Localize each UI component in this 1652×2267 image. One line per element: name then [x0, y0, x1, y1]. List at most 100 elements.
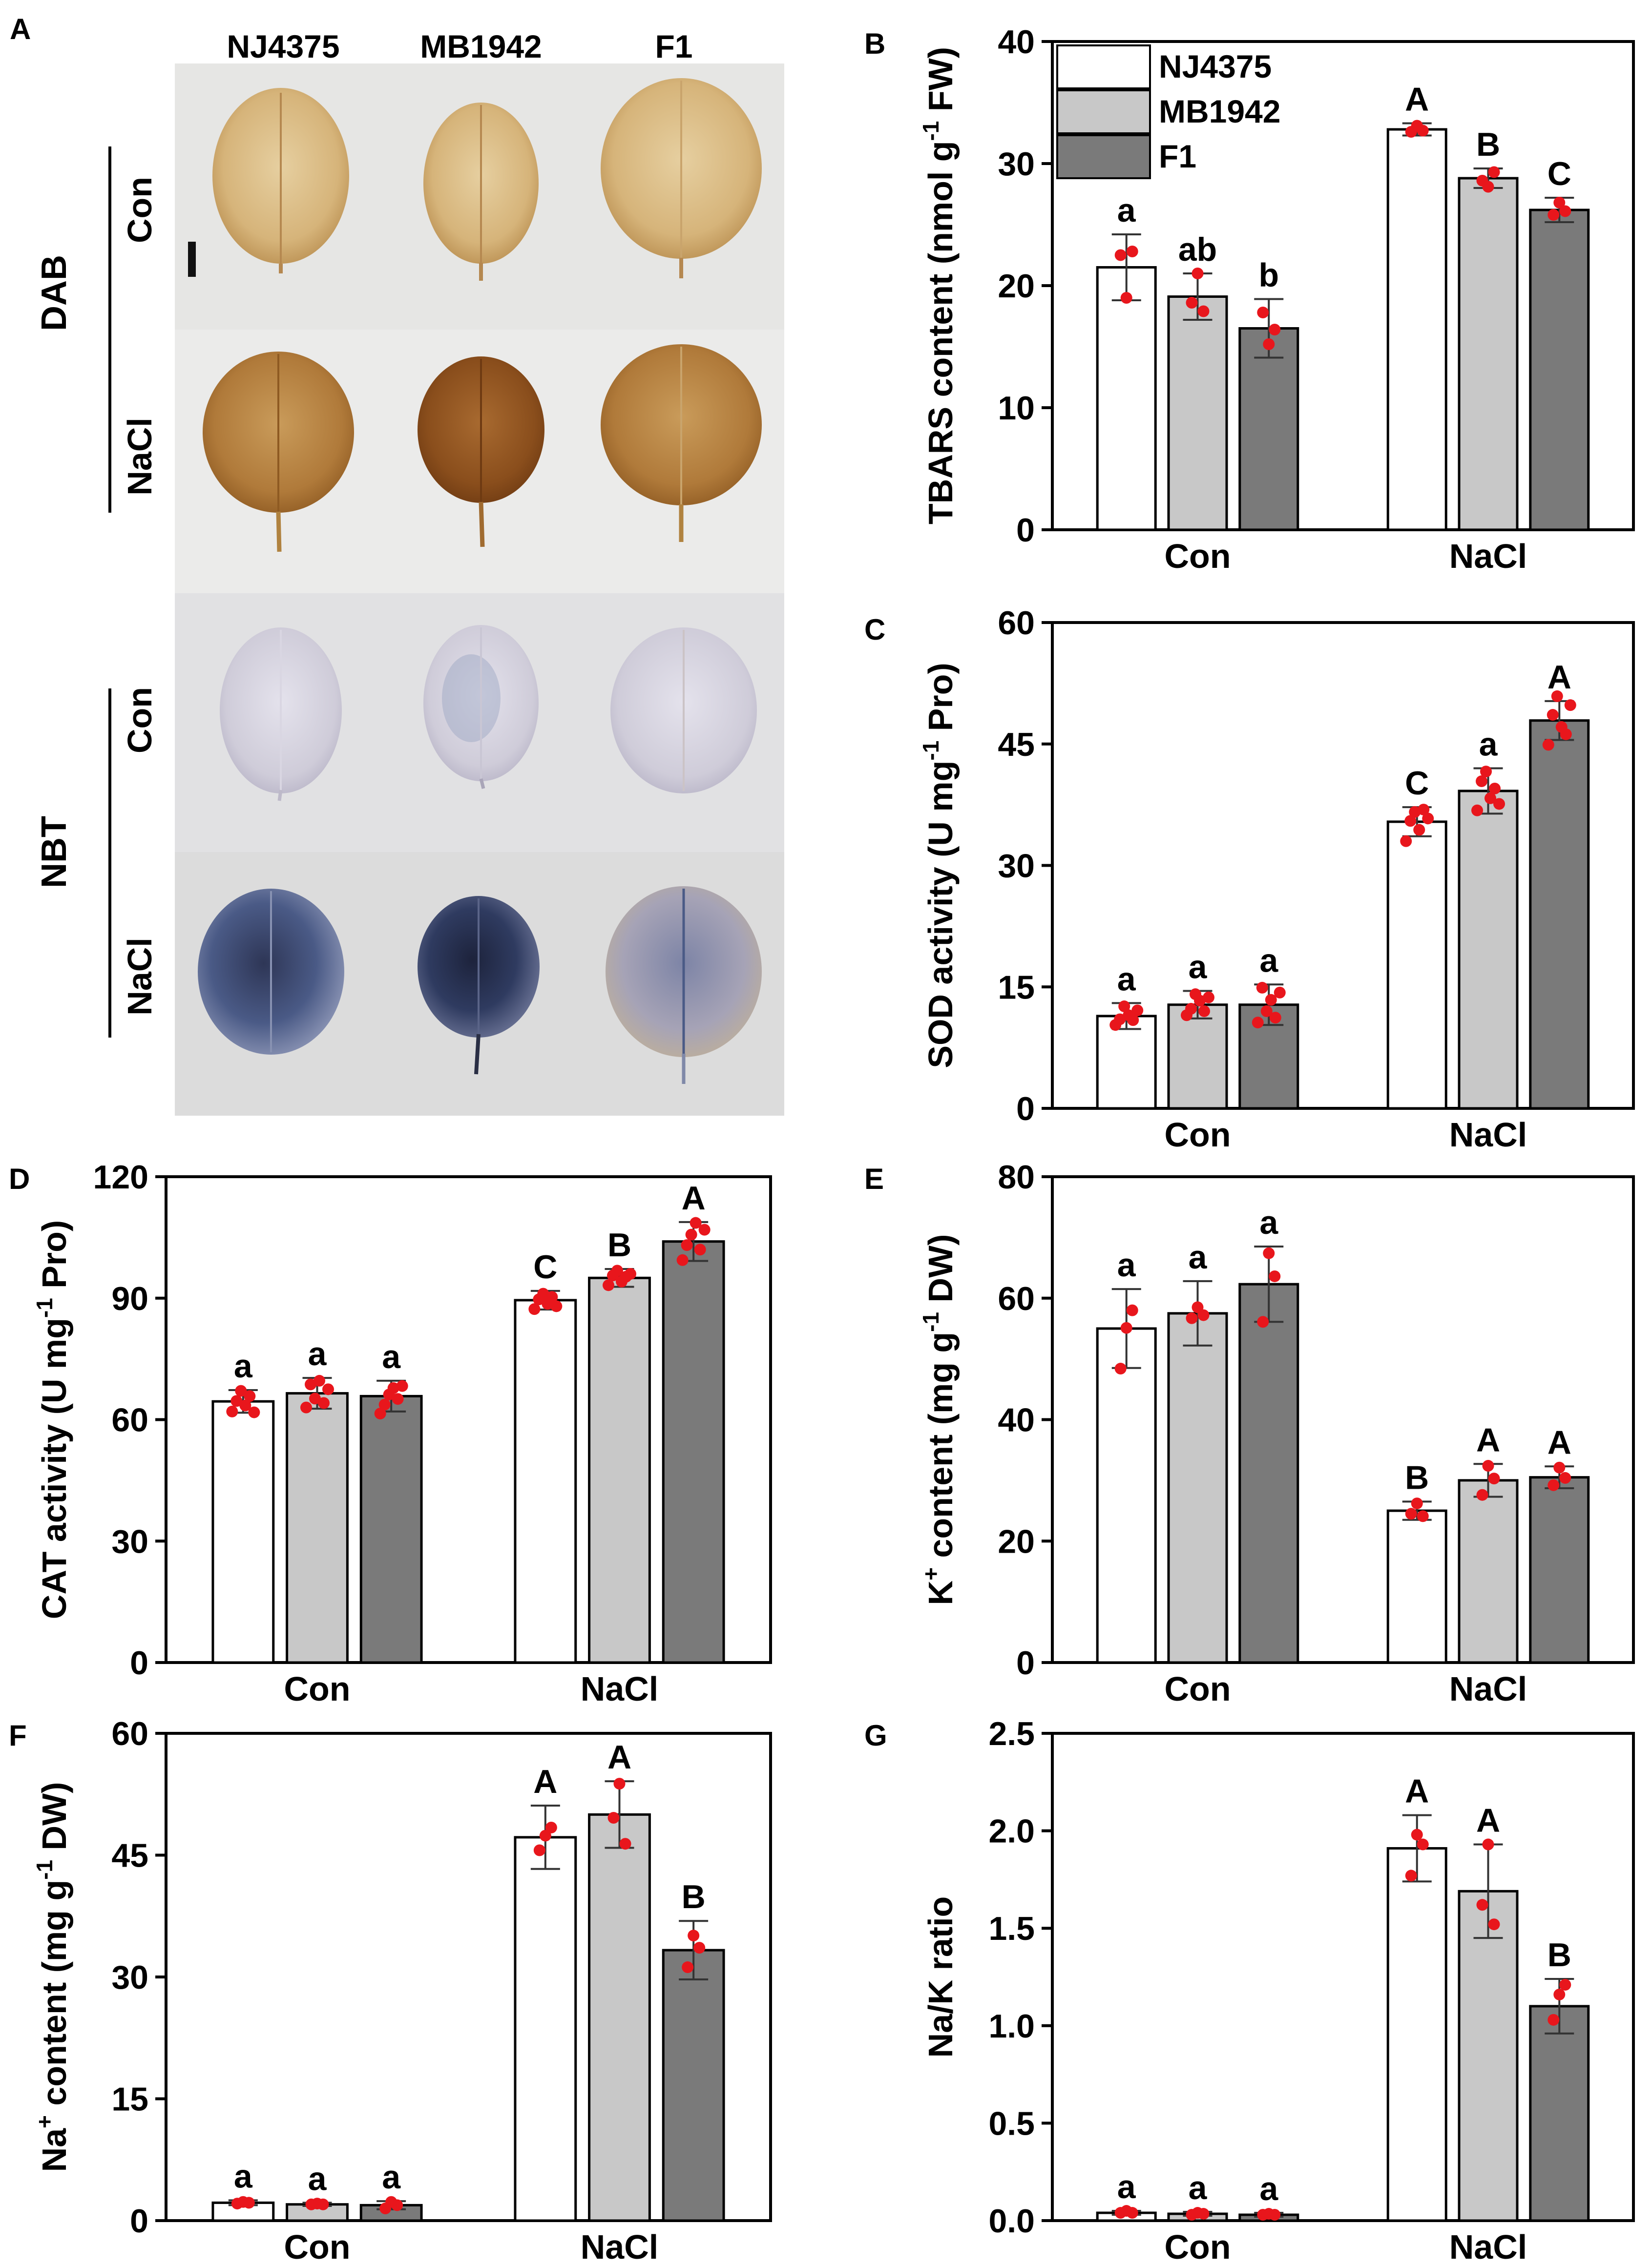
y-axis-label: CAT activity (U mg-1 Pro) [32, 1220, 73, 1619]
significance-letter: a [1117, 192, 1136, 229]
bar [211, 1400, 275, 1664]
data-point [322, 1383, 334, 1395]
data-point [1476, 1899, 1488, 1911]
y-tick-label: 90 [111, 1280, 148, 1317]
bar [1529, 719, 1590, 1110]
bar [1458, 177, 1519, 531]
data-point [1257, 307, 1269, 318]
leaf-dab-nacl-nj4375 [203, 352, 354, 552]
panel-a-label: A [10, 13, 31, 45]
data-point [239, 1399, 251, 1412]
significance-letter: C [533, 1248, 557, 1286]
data-point [1203, 991, 1214, 1003]
genotype-label-nj4375: NJ4375 [227, 28, 339, 64]
data-point [685, 1228, 697, 1241]
y-axis-label-part: TBARS content (nmol g [921, 141, 960, 524]
y-tick-label: 40 [998, 23, 1035, 61]
y-tick-label: 60 [998, 604, 1035, 642]
data-point [314, 1374, 325, 1387]
significance-letter: B [1547, 1936, 1571, 1974]
data-point [1269, 1270, 1281, 1282]
y-axis-label-part: Pro) [35, 1220, 73, 1298]
bar [286, 2203, 349, 2222]
data-point [682, 1961, 694, 1974]
significance-letter: a [234, 1348, 253, 1385]
data-point [1547, 1479, 1560, 1491]
data-point [550, 1300, 563, 1312]
x-category-label: Con [1164, 2228, 1231, 2266]
significance-letter: a [308, 1335, 327, 1373]
data-point [1198, 1005, 1210, 1017]
data-point [1405, 1870, 1417, 1882]
data-point [1114, 1363, 1127, 1375]
bar [359, 1394, 423, 1664]
stain-label-nbt: NBT [35, 816, 74, 888]
data-point [1263, 1247, 1275, 1259]
scale-bar [188, 242, 196, 277]
stain-label-dab: DAB [35, 255, 74, 331]
data-point [1411, 1497, 1423, 1510]
data-point [305, 1378, 316, 1391]
data-point [1471, 804, 1483, 816]
significance-letter: a [1117, 960, 1136, 998]
bar [1167, 295, 1228, 531]
significance-letter: C [1547, 155, 1571, 192]
data-point [690, 1217, 702, 1229]
chart-d-cat: D 0 30 60 90 120 CAT activity (U mg-1 Pro) Con a… [9, 1159, 772, 1708]
significance-letter: a [382, 2159, 401, 2196]
data-point [1186, 297, 1198, 309]
y-tick-label: 20 [998, 268, 1035, 305]
data-point [1417, 125, 1429, 137]
y-tick-label: 30 [998, 848, 1035, 885]
significance-letter: C [1405, 765, 1429, 802]
data-point [1488, 1918, 1500, 1931]
significance-letter: a [1259, 1204, 1278, 1241]
x-category-label: Con [1164, 1670, 1231, 1708]
significance-letter: a [382, 1338, 401, 1375]
significance-letter: A [1547, 659, 1571, 696]
significance-letter: A [1476, 1802, 1500, 1839]
y-tick-label: 60 [998, 1280, 1035, 1317]
bar [1238, 1283, 1299, 1664]
data-point [1560, 728, 1572, 740]
y-axis-label-part: content (mg g [921, 1332, 960, 1567]
data-point [681, 1239, 693, 1251]
data-point [318, 1397, 330, 1409]
y-axis-label-part: SOD activity (U mg [921, 761, 960, 1068]
significance-letter: a [1189, 2169, 1208, 2206]
data-point [1114, 1013, 1126, 1025]
data-point [1559, 205, 1571, 217]
significance-letter: a [1259, 942, 1278, 979]
bar [1238, 327, 1299, 531]
significance-letter: a [1259, 2170, 1278, 2207]
panel-label: B [864, 27, 885, 60]
data-point [1547, 709, 1559, 721]
treatment-label-nbt-con: Con [121, 687, 159, 753]
panel-label: G [864, 1719, 887, 1752]
data-point [1257, 1316, 1269, 1328]
bar [1096, 1327, 1157, 1664]
y-axis-label-part: CAT activity (U mg [35, 1318, 73, 1619]
significance-letter: A [533, 1763, 557, 1800]
data-point [1126, 2207, 1138, 2219]
data-point [613, 1778, 626, 1790]
bar [1529, 2005, 1590, 2222]
data-point [1192, 268, 1204, 279]
x-category-label: Con [1164, 1116, 1231, 1154]
x-category-label: Con [284, 1670, 350, 1708]
genotype-label-mb1942: MB1942 [420, 28, 542, 64]
data-point [688, 1930, 700, 1942]
data-point [244, 1390, 256, 1402]
data-point [391, 2199, 403, 2211]
data-point [378, 1398, 391, 1411]
significance-letter: B [1476, 126, 1500, 163]
bar [1529, 1476, 1590, 1664]
panel-label: C [864, 613, 885, 646]
x-category-label: NaCl [581, 2228, 658, 2266]
data-point [1197, 305, 1210, 317]
bar [1386, 128, 1447, 531]
y-axis-label-part: DW) [921, 1234, 960, 1312]
data-point [1482, 1460, 1494, 1472]
data-point [243, 2197, 255, 2209]
